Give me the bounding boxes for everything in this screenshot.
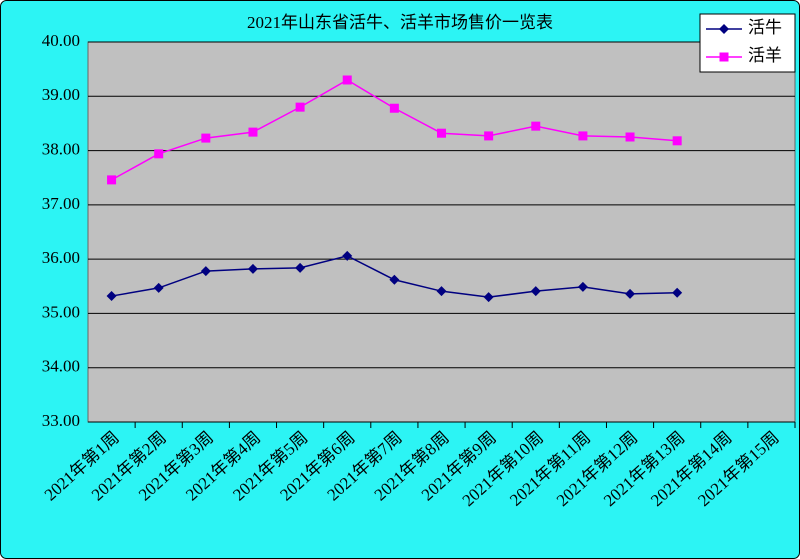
marker	[672, 287, 683, 298]
marker	[247, 263, 258, 274]
marker	[106, 291, 117, 302]
marker	[153, 282, 164, 293]
marker	[625, 132, 635, 142]
marker	[672, 136, 682, 146]
legend-box	[699, 13, 796, 73]
marker	[578, 131, 588, 141]
marker	[200, 266, 211, 277]
y-tick-label: 40.00	[42, 31, 80, 50]
marker	[389, 103, 399, 113]
marker	[295, 262, 306, 273]
legend-label: 活牛	[748, 18, 782, 37]
marker	[719, 52, 729, 62]
y-tick-label: 38.00	[42, 139, 80, 158]
marker	[342, 75, 352, 85]
marker	[201, 133, 211, 143]
marker	[154, 149, 164, 159]
chart-title: 2021年山东省活牛、活羊市场售价一览表	[247, 13, 553, 32]
marker	[342, 250, 353, 261]
y-tick-label: 34.00	[42, 357, 80, 376]
y-tick-label: 39.00	[42, 85, 80, 104]
marker	[248, 127, 258, 137]
marker	[437, 128, 446, 138]
marker	[107, 175, 117, 185]
plot-area	[87, 41, 796, 423]
marker	[530, 286, 541, 297]
marker	[389, 274, 400, 285]
y-tick-label: 37.00	[42, 194, 80, 213]
marker	[436, 286, 447, 297]
marker	[577, 281, 588, 292]
marker	[483, 292, 494, 303]
legend-label: 活羊	[748, 46, 782, 65]
y-tick-label: 36.00	[42, 248, 80, 267]
marker	[531, 121, 541, 131]
marker	[484, 131, 494, 141]
y-tick-label: 33.00	[42, 411, 80, 430]
marker	[719, 24, 729, 34]
y-tick-label: 35.00	[42, 302, 80, 321]
marker	[625, 288, 636, 299]
marker	[295, 102, 305, 112]
